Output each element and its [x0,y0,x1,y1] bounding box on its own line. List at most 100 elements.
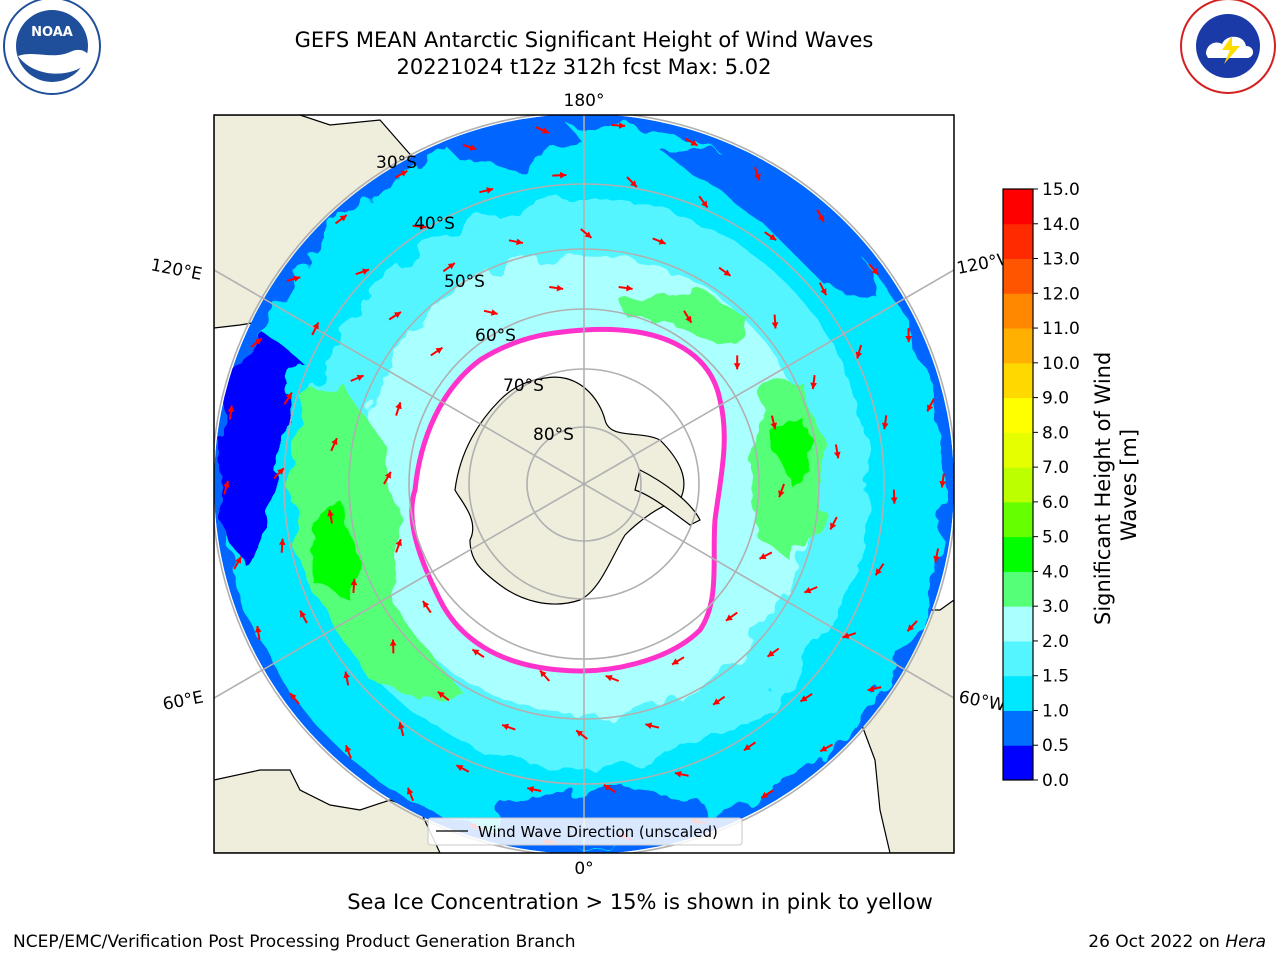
wind-arrow-head [293,275,301,282]
wind-arrow-head [560,171,567,179]
colorbar-tick-label: 15.0 [1042,180,1080,200]
lat-label-70s: 70°S [503,376,544,396]
wind-arrow-head [890,497,898,504]
chart-title-line1: GEFS MEAN Antarctic Significant Height o… [294,28,874,52]
colorbar-swatch [1003,258,1033,294]
wind-arrow-head [331,438,338,446]
lat-label-40s: 40°S [414,214,455,234]
wind-arrow-head [437,691,445,699]
wind-arrow-head [389,639,397,646]
colorbar-tick-label: 10.0 [1042,354,1080,374]
colorbar-tick-label: 1.5 [1042,667,1069,687]
sea-ice [409,326,727,674]
wind-arrow-head [690,139,698,146]
colorbar-tick-label: 12.0 [1042,284,1080,304]
wind-arrow-head [356,374,364,381]
wind-arrow-head [343,671,350,679]
colorbar-tick-label: 8.0 [1042,423,1069,443]
wind-arrow-head [456,765,464,772]
wind-arrow-head [723,269,731,276]
wind-arrow-head [486,187,493,194]
wind-arrow-head [833,451,841,459]
lon-label-0: 0° [574,859,593,879]
wind-arrow-head [927,404,934,412]
colorbar-swatch [1003,745,1033,781]
wind-arrow-head [540,670,547,678]
wind-arrow-head [713,698,720,705]
africa-land [214,769,441,853]
wind-arrow-head [618,122,626,129]
wind-arrow-head [820,745,828,752]
wind-arrow-head [395,402,402,410]
colorbar-tick-label: 0.5 [1042,736,1069,756]
colorbar-swatch [1003,536,1033,572]
lat-label-80s: 80°S [533,425,574,445]
wind-arrow-head [771,322,779,329]
wind-arrow-head [867,685,875,693]
wind-arrow-head [472,649,480,656]
wind-arrow-head [761,791,769,798]
colorbar-swatch [1003,189,1033,225]
wind-arrow-head [754,173,761,181]
colorbar-label-line1: Significant Height of Wind [1091,352,1115,625]
wind-arrow-head [855,351,863,359]
colorbar-tick-label: 13.0 [1042,250,1080,270]
noaa-logo: NOAA [3,0,101,95]
wind-arrow-head [907,624,915,632]
dark-blue-patch-east [660,150,880,300]
colorbar-swatch [1003,606,1033,642]
wind-arrow-head [630,180,637,187]
colorbar-label-line2: Waves [m] [1117,429,1141,541]
wind-arrow-head [672,658,679,665]
wind-arrow-head [502,723,509,731]
colorbar-swatch [1003,397,1033,433]
wind-arrow-head [725,614,733,621]
colorbar-swatch [1003,571,1033,607]
colorbar-tick-label: 1.0 [1042,701,1069,721]
colorbar-tick-label: 9.0 [1042,389,1069,409]
wind-arrow-head [769,233,777,241]
lon-label-60w: 60°W [957,687,1007,716]
colorbar-tick-label: 7.0 [1042,458,1069,478]
wind-arrow-head [685,315,692,323]
sea-ice-note: Sea Ice Concentration > 15% is shown in … [347,890,933,914]
nws-logo-lightning [1222,36,1240,64]
green-core-east [770,420,810,480]
colorbar-swatch [1003,640,1033,677]
colorbar-tick-label: 2.0 [1042,632,1069,652]
wind-arrow-head [701,200,708,208]
lat-label-60s: 60°S [475,326,516,346]
wind-arrow-head [362,268,369,275]
wind-arrow-head [603,784,611,791]
wind-arrow-head [490,309,498,316]
map-panel: Wind Wave Direction (unscaled) [213,114,955,854]
legend: Wind Wave Direction (unscaled) [427,817,743,846]
footer-org: NCEP/EMC/Verification Post Processing Pr… [13,932,576,952]
wind-arrow-head [327,509,334,517]
wind-arrow-head [254,626,262,633]
noaa-logo-text: NOAA [31,25,73,40]
wind-arrow-head [759,553,767,559]
colorbar-frame [1002,188,1034,781]
green-patch-west [290,380,460,700]
colorbar-tick-label: 4.0 [1042,562,1069,582]
wind-arrow-head [626,284,633,292]
footer-host: Hera [1225,932,1266,952]
wind-arrow-head [339,215,347,222]
antarctic-peninsula [634,469,701,526]
wind-arrow-head [516,238,523,246]
wind-arrow-head [255,338,262,345]
footer-date-text: 26 Oct 2022 on [1088,932,1226,952]
wind-arrow-head [875,568,882,576]
wind-arrow-head [223,480,230,488]
wind-arrow-head [350,578,358,586]
wind-arrow-head [881,422,889,430]
lat-label-50s: 50°S [444,272,485,292]
colorbar-tick-label: 5.0 [1042,528,1069,548]
wind-arrow-head [300,610,307,618]
wind-arrow-head [778,490,785,498]
wind-arrow-head [576,730,584,737]
wind-arrow-head [447,263,455,270]
lon-label-180: 180° [564,91,605,111]
